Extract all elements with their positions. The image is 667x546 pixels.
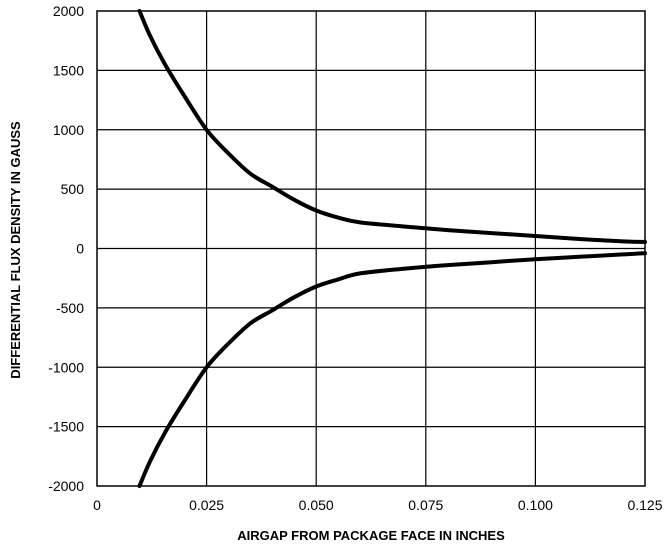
grid (97, 11, 645, 486)
y-tick-label: 1000 (53, 122, 84, 138)
x-tick-label: 0.100 (518, 497, 553, 513)
x-tick-label: 0.075 (408, 497, 443, 513)
y-tick-label: -2000 (48, 478, 84, 494)
series-line-negative (137, 251, 647, 488)
x-tick-label: 0.025 (189, 497, 224, 513)
y-axis-label: DIFFERENTIAL FLUX DENSITY IN GAUSS (8, 121, 23, 379)
y-tick-label: 500 (61, 181, 85, 197)
x-tick-label: 0 (93, 497, 101, 513)
x-axis-label: AIRGAP FROM PACKAGE FACE IN INCHES (237, 528, 505, 543)
series-line-positive (137, 9, 647, 244)
y-tick-label: 0 (76, 241, 84, 257)
x-tick-label: 0.050 (299, 497, 334, 513)
y-tick-label: -1000 (48, 359, 84, 375)
y-tick-label: 2000 (53, 3, 84, 19)
plot-frame (96, 10, 646, 487)
series-group (137, 9, 647, 488)
y-tick-label: -1500 (48, 419, 84, 435)
y-tick-labels: 2000 1500 1000 500 0 -500 -1000 -1500 -2000 (48, 3, 84, 494)
x-tick-labels: 0 0.025 0.050 0.075 0.100 0.125 (93, 497, 663, 513)
y-tick-label: 1500 (53, 62, 84, 78)
y-tick-label: -500 (56, 300, 84, 316)
x-tick-label: 0.125 (627, 497, 662, 513)
